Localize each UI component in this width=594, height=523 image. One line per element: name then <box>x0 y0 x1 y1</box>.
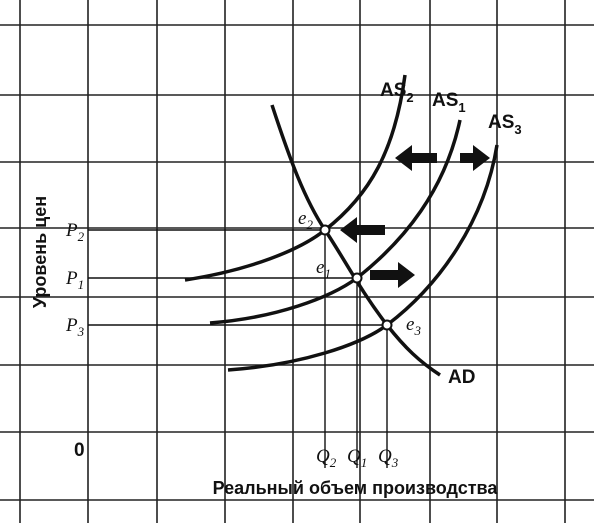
curve-label: AS1 <box>432 90 466 115</box>
equilibrium-point <box>351 272 363 284</box>
label-text: P <box>65 315 78 336</box>
y-axis-label: Уровень цен <box>30 196 50 308</box>
label-sub: 3 <box>391 455 399 470</box>
quantity-label: Q2 <box>316 446 337 470</box>
label-text: AS <box>380 80 406 101</box>
as2-curve <box>184 74 407 282</box>
price-label: P2 <box>65 220 85 244</box>
label-text: Q <box>378 446 392 467</box>
label-sub: 1 <box>78 277 85 292</box>
label-sub: 1 <box>361 455 368 470</box>
label-sub: 1 <box>458 100 465 115</box>
label-text: Q <box>316 446 330 467</box>
ad-curve <box>270 104 441 377</box>
shift-arrow-left <box>340 217 385 243</box>
quantity-label: Q3 <box>378 446 399 470</box>
equilibrium-point <box>381 319 393 331</box>
x-axis-label: Реальный объем производства <box>213 478 499 498</box>
curve-label: AS3 <box>488 112 522 137</box>
label-text: Q <box>347 446 361 467</box>
label-text: e <box>298 208 306 229</box>
label-sub: 3 <box>413 323 421 338</box>
curve-label: AS2 <box>380 80 414 105</box>
curve-label: AD <box>448 367 475 388</box>
label-text: P <box>65 268 78 289</box>
label-text: AS <box>488 112 514 133</box>
label-text: e <box>316 257 324 278</box>
label-text: AS <box>432 90 458 111</box>
shift-arrow-right <box>370 262 415 288</box>
point-label: e3 <box>406 314 421 338</box>
shift-arrow-right <box>460 145 490 171</box>
label-sub: 3 <box>514 122 521 137</box>
point-label: e1 <box>316 257 331 281</box>
origin-label: 0 <box>74 440 85 461</box>
label-text: P <box>65 220 78 241</box>
price-label: P1 <box>65 268 84 292</box>
point-label: e2 <box>298 208 313 232</box>
shift-arrow-left <box>395 145 437 171</box>
label-sub: 2 <box>406 90 413 105</box>
label-text: e <box>406 314 414 335</box>
label-sub: 1 <box>324 266 331 281</box>
quantity-label: Q1 <box>347 446 367 470</box>
label-sub: 3 <box>77 324 85 339</box>
label-sub: 2 <box>78 229 85 244</box>
price-label: P3 <box>65 315 85 339</box>
label-sub: 2 <box>306 217 313 232</box>
equilibrium-point <box>319 224 331 236</box>
label-sub: 2 <box>330 455 337 470</box>
